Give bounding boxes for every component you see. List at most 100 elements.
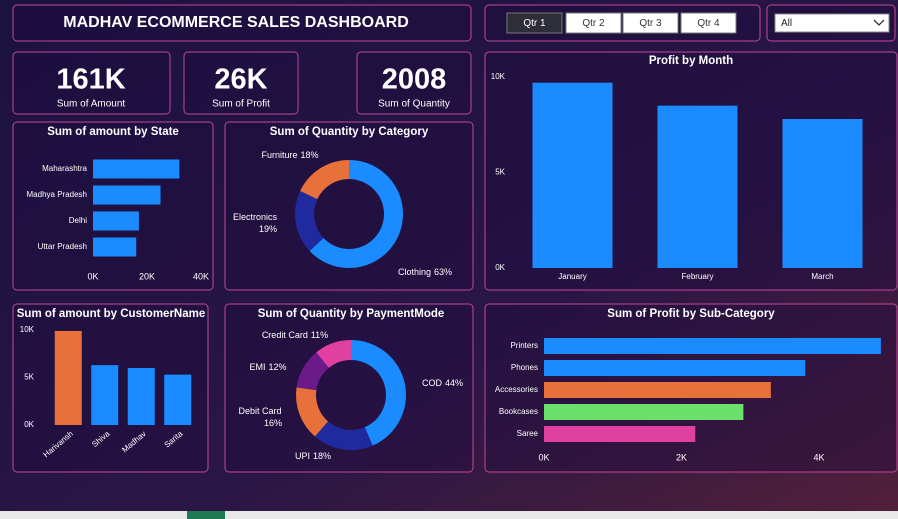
- bar: [93, 159, 180, 179]
- card-value: 2008: [382, 64, 447, 96]
- panel: [356, 51, 472, 115]
- slicer-label: Qtr 4: [697, 18, 720, 29]
- slice-value: 18%: [313, 451, 331, 461]
- x-tick-label: 2K: [676, 452, 687, 462]
- y-tick-label: Madhya Pradesh: [27, 190, 87, 199]
- chart-title: Sum of Quantity by Category: [270, 126, 429, 138]
- y-tick-label: Printers: [510, 341, 538, 350]
- slice-category: Debit Card: [238, 406, 281, 416]
- bar: [93, 237, 137, 257]
- slice-label: UPI 18%: [295, 451, 331, 461]
- slice-value: 63%: [434, 267, 452, 277]
- slicer-button[interactable]: [622, 12, 679, 34]
- slice-value: 44%: [445, 378, 463, 388]
- slicer-button[interactable]: [565, 12, 622, 34]
- slice-category: Credit Card: [262, 330, 308, 340]
- donut-slice: [300, 160, 349, 200]
- bar: [544, 426, 696, 442]
- slicer-label: Qtr 1: [523, 18, 546, 29]
- x-tick-label: January: [558, 272, 586, 281]
- chart-title: Sum of amount by State: [47, 126, 179, 138]
- slice-category: Clothing: [398, 267, 431, 277]
- slice-category: Electronics: [233, 212, 278, 222]
- x-tick-label: 40K: [193, 271, 209, 281]
- x-tick-label: March: [811, 272, 833, 281]
- bar: [91, 365, 119, 425]
- dropdown-value: All: [781, 18, 792, 29]
- x-tick-label: 4K: [813, 452, 824, 462]
- slicer-button[interactable]: [680, 12, 737, 34]
- y-tick-label: Phones: [511, 363, 538, 372]
- slice-category: UPI: [295, 451, 310, 461]
- card-value: 161K: [56, 64, 125, 96]
- chart-title: Sum of Quantity by PaymentMode: [258, 308, 445, 320]
- panel: [12, 51, 171, 115]
- y-tick-label: Delhi: [69, 216, 87, 225]
- y-tick-label: 5K: [24, 373, 34, 382]
- dropdown-arrow: [873, 19, 885, 26]
- donut-slice: [316, 340, 351, 368]
- y-tick-label: Saree: [517, 429, 539, 438]
- status-strip: [0, 511, 898, 519]
- card-label: Sum of Profit: [212, 99, 270, 110]
- bar: [782, 119, 863, 269]
- bar: [544, 404, 744, 420]
- x-tick-label: 0K: [87, 271, 98, 281]
- panel: [224, 121, 474, 291]
- x-tick-label: February: [681, 272, 713, 281]
- slicer-label: Qtr 2: [582, 18, 605, 29]
- bar: [93, 211, 139, 231]
- slice-value: 18%: [301, 150, 319, 160]
- y-tick-label: 0K: [495, 263, 505, 272]
- y-tick-label: Uttar Pradesh: [38, 242, 87, 251]
- bar: [544, 360, 806, 376]
- slice-category: EMI: [249, 362, 265, 372]
- bar: [544, 382, 771, 398]
- y-tick-label: 0K: [24, 420, 34, 429]
- x-tick-label: 0K: [538, 452, 549, 462]
- y-tick-label: Accessories: [495, 385, 538, 394]
- slice-value: 11%: [311, 330, 328, 340]
- slice-label: EMI 12%: [249, 362, 286, 372]
- donut-slice: [296, 387, 329, 437]
- bar: [54, 330, 82, 425]
- donut-slice: [314, 421, 373, 450]
- y-tick-label: 10K: [491, 72, 506, 81]
- slice-category: Furniture: [261, 150, 297, 160]
- bar: [532, 82, 613, 268]
- bar: [127, 368, 155, 425]
- card-value: 26K: [214, 64, 267, 96]
- dashboard-title: MADHAV ECOMMERCE SALES DASHBOARD: [63, 14, 409, 31]
- chart-title: Profit by Month: [649, 55, 733, 67]
- slice-value: 12%: [269, 362, 287, 372]
- card-label: Sum of Quantity: [378, 99, 450, 110]
- status-tab: [187, 511, 225, 519]
- dropdown[interactable]: [774, 13, 890, 33]
- slicer-label: Qtr 3: [639, 18, 662, 29]
- card-label: Sum of Amount: [57, 99, 126, 110]
- bar: [164, 374, 192, 425]
- slice-label: COD 44%: [422, 378, 463, 388]
- y-tick-label: Bookcases: [499, 407, 538, 416]
- slice-label: Credit Card 11%: [262, 330, 328, 340]
- y-tick-label: 5K: [495, 168, 505, 177]
- slice-category: COD: [422, 378, 443, 388]
- slice-label: Electronics 19%: [233, 212, 278, 234]
- slice-label: Furniture 18%: [261, 150, 318, 160]
- y-tick-label: 10K: [20, 325, 35, 334]
- donut-slice: [309, 160, 404, 268]
- donut-slice: [351, 340, 407, 446]
- y-tick-label: Maharashtra: [42, 164, 87, 173]
- slice-label: Debit Card 16%: [238, 406, 282, 428]
- panel: [224, 303, 474, 473]
- slicer-button[interactable]: [506, 12, 563, 34]
- panel: [12, 121, 214, 291]
- slice-value: 19%: [259, 224, 277, 234]
- bar: [93, 185, 161, 205]
- chart-title: Sum of amount by CustomerName: [17, 308, 206, 320]
- donut-slice: [296, 352, 329, 391]
- chart-title: Sum of Profit by Sub-Category: [607, 308, 775, 320]
- slice-value: 16%: [264, 418, 282, 428]
